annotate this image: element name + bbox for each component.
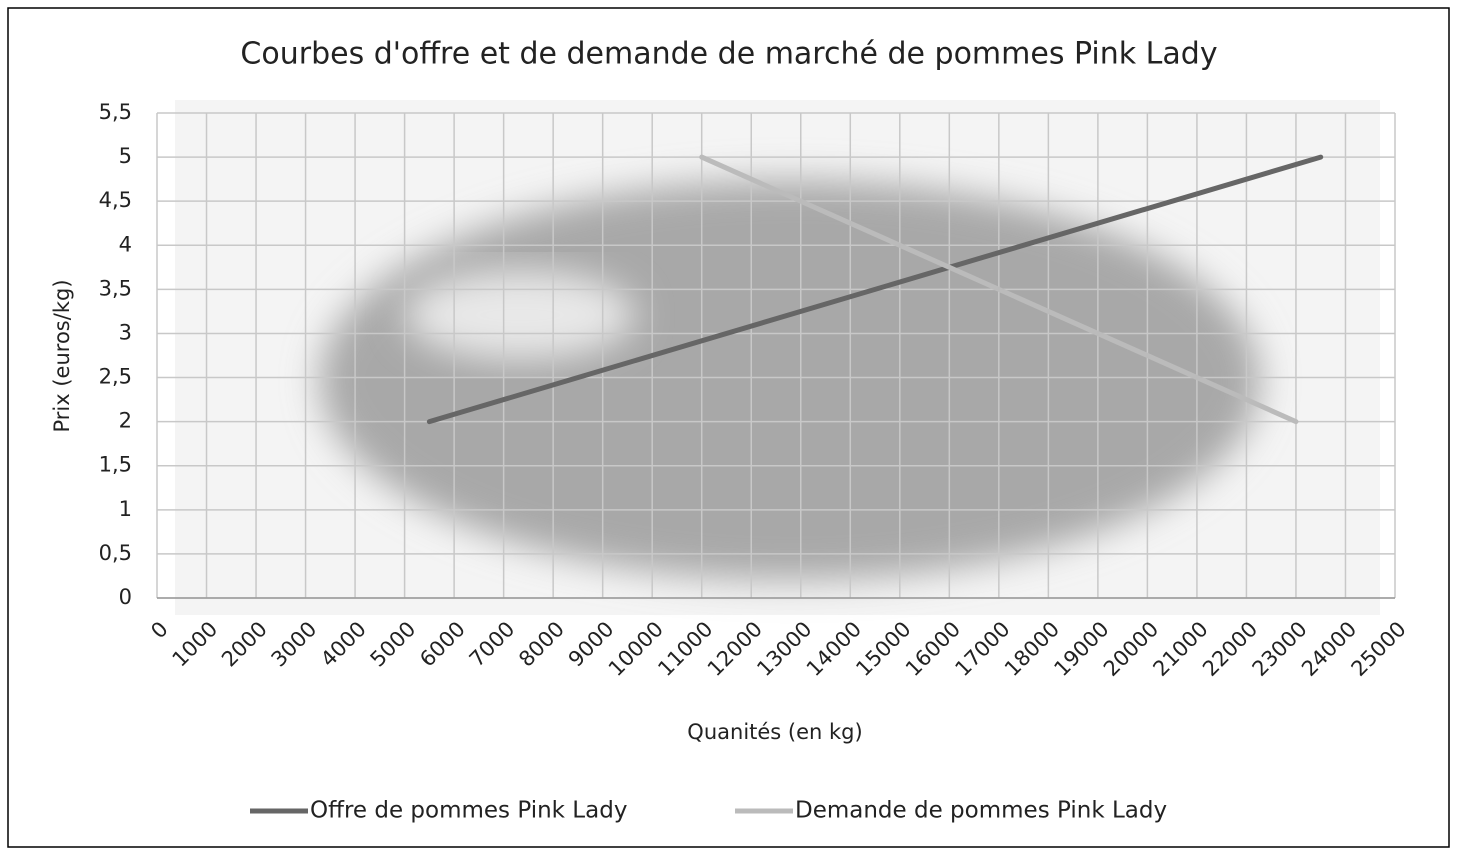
x-axis-title: Quanités (en kg) xyxy=(687,720,862,744)
y-axis-title: Prix (euros/kg) xyxy=(50,279,74,432)
y-tick-label: 0,5 xyxy=(99,541,132,565)
chart: Courbes d'offre et de demande de marché … xyxy=(0,0,1459,848)
y-tick-label: 1 xyxy=(119,497,132,521)
y-tick-label: 1,5 xyxy=(99,453,132,477)
y-tick-label: 2,5 xyxy=(99,365,132,389)
legend-label: Demande de pommes Pink Lady xyxy=(795,798,1167,824)
y-tick-label: 3,5 xyxy=(99,276,132,300)
y-tick-label: 5,5 xyxy=(99,100,132,124)
apple-picture xyxy=(320,180,1260,580)
y-tick-label: 4,5 xyxy=(99,188,132,212)
y-tick-label: 3 xyxy=(119,320,132,344)
y-tick-label: 2 xyxy=(119,409,132,433)
chart-title: Courbes d'offre et de demande de marché … xyxy=(240,37,1217,72)
y-tick-label: 5 xyxy=(119,144,132,168)
y-tick-label: 4 xyxy=(119,232,132,256)
y-tick-label: 0 xyxy=(119,585,132,609)
legend-label: Offre de pommes Pink Lady xyxy=(310,798,627,824)
apple-sticker xyxy=(405,270,635,360)
page: Courbes d'offre et de demande de marché … xyxy=(0,0,1459,852)
